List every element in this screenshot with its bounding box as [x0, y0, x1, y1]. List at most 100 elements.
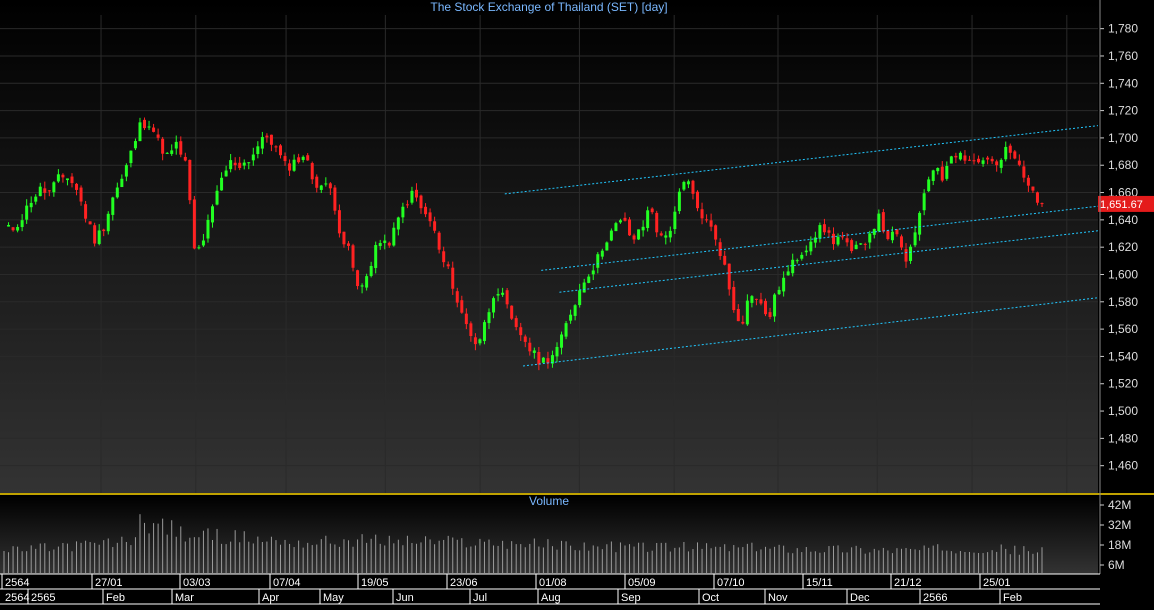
- candle-down: [700, 209, 704, 219]
- x-axis-row2-label: Jul: [473, 592, 487, 604]
- candle-up: [569, 314, 573, 321]
- trend-channel-line: [522, 297, 1099, 367]
- candle-down: [283, 156, 287, 162]
- candle-up: [201, 240, 205, 246]
- trend-channel-line: [504, 125, 1099, 195]
- candle-up: [97, 230, 101, 244]
- candle-down: [1035, 192, 1039, 203]
- candle-down: [963, 155, 967, 161]
- candle-up: [147, 126, 151, 128]
- volume-y-tick-label: 6M: [1108, 558, 1125, 572]
- volume-y-tick-label: 32M: [1108, 518, 1131, 532]
- candle-up: [532, 350, 536, 353]
- candle-down: [297, 157, 301, 163]
- candle-up: [872, 228, 876, 235]
- candle-up: [600, 250, 604, 257]
- candle-up: [609, 230, 613, 241]
- candle-up: [52, 182, 56, 193]
- candle-up: [224, 170, 228, 177]
- candle-down: [183, 156, 187, 161]
- candle-up: [396, 217, 400, 230]
- candle-down: [1022, 166, 1026, 178]
- candle-up: [605, 242, 609, 251]
- volume-y-tick-label: 42M: [1108, 498, 1131, 512]
- x-axis-row2-label: Dec: [850, 592, 870, 604]
- x-axis-row2-label: 2566: [923, 592, 947, 604]
- candle-up: [496, 294, 500, 296]
- candle-down: [442, 251, 446, 263]
- candle-down: [47, 190, 51, 192]
- y-tick-label: 1,760: [1108, 49, 1138, 63]
- chart-title: The Stock Exchange of Thailand (SET) [da…: [430, 0, 667, 14]
- candle-up: [251, 154, 255, 161]
- candle-up: [165, 152, 169, 154]
- candle-down: [70, 176, 74, 184]
- candle-up: [668, 230, 672, 238]
- candle-down: [528, 342, 532, 352]
- candle-up: [482, 322, 486, 341]
- axis-background: [1098, 0, 1154, 605]
- candle-up: [686, 181, 690, 185]
- candle-down: [419, 195, 423, 209]
- candle-down: [428, 212, 432, 222]
- candle-down: [265, 135, 269, 138]
- candle-up: [220, 177, 224, 191]
- candle-up: [949, 156, 953, 164]
- candle-up: [1004, 146, 1008, 160]
- x-axis-row1-label: 07/04: [273, 577, 301, 589]
- candle-down: [473, 337, 477, 345]
- candle-up: [958, 152, 962, 160]
- candle-down: [899, 236, 903, 248]
- candle-down: [863, 243, 867, 245]
- volume-title: Volume: [529, 494, 569, 508]
- candle-up: [170, 150, 174, 154]
- candle-up: [836, 236, 840, 245]
- candle-down: [523, 336, 527, 342]
- x-axis-row1-label: 23/06: [450, 577, 478, 589]
- candle-up: [550, 355, 554, 364]
- trend-channel-line: [541, 205, 1099, 271]
- candle-up: [587, 276, 591, 283]
- candle-down: [650, 208, 654, 213]
- candle-down: [986, 157, 990, 160]
- candle-up: [16, 226, 20, 231]
- candle-down: [43, 188, 47, 193]
- candle-up: [487, 312, 491, 324]
- candle-down: [387, 242, 391, 246]
- x-axis-row1-label: 01/08: [539, 577, 567, 589]
- candle-down: [940, 166, 944, 181]
- x-axis-row2-label-start: 2564: [5, 592, 29, 604]
- candle-up: [120, 178, 124, 188]
- candle-up: [29, 202, 33, 208]
- candle-up: [115, 187, 119, 198]
- candle-down: [723, 255, 727, 265]
- candle-down: [510, 305, 514, 319]
- candle-up: [859, 243, 863, 245]
- volume-y-tick-label: 18M: [1108, 538, 1131, 552]
- candle-down: [1013, 151, 1017, 159]
- candle-up: [877, 213, 881, 232]
- candle-up: [673, 211, 677, 230]
- candle-down: [152, 127, 156, 132]
- y-tick-label: 1,460: [1108, 459, 1138, 473]
- y-tick-label: 1,580: [1108, 295, 1138, 309]
- candle-up: [129, 150, 133, 164]
- candle-down: [460, 300, 464, 313]
- candle-up: [106, 213, 110, 232]
- candle-down: [845, 238, 849, 243]
- candle-up: [931, 170, 935, 181]
- candle-down: [333, 187, 337, 211]
- candle-up: [745, 300, 749, 325]
- candle-up: [682, 182, 686, 190]
- candle-up: [795, 260, 799, 262]
- candle-down: [990, 158, 994, 162]
- candle-up: [981, 160, 985, 164]
- y-tick-label: 1,640: [1108, 213, 1138, 227]
- candle-up: [786, 271, 790, 276]
- candle-down: [895, 229, 899, 235]
- candle-down: [954, 155, 958, 158]
- candle-down: [346, 243, 350, 246]
- candle-down: [505, 290, 509, 305]
